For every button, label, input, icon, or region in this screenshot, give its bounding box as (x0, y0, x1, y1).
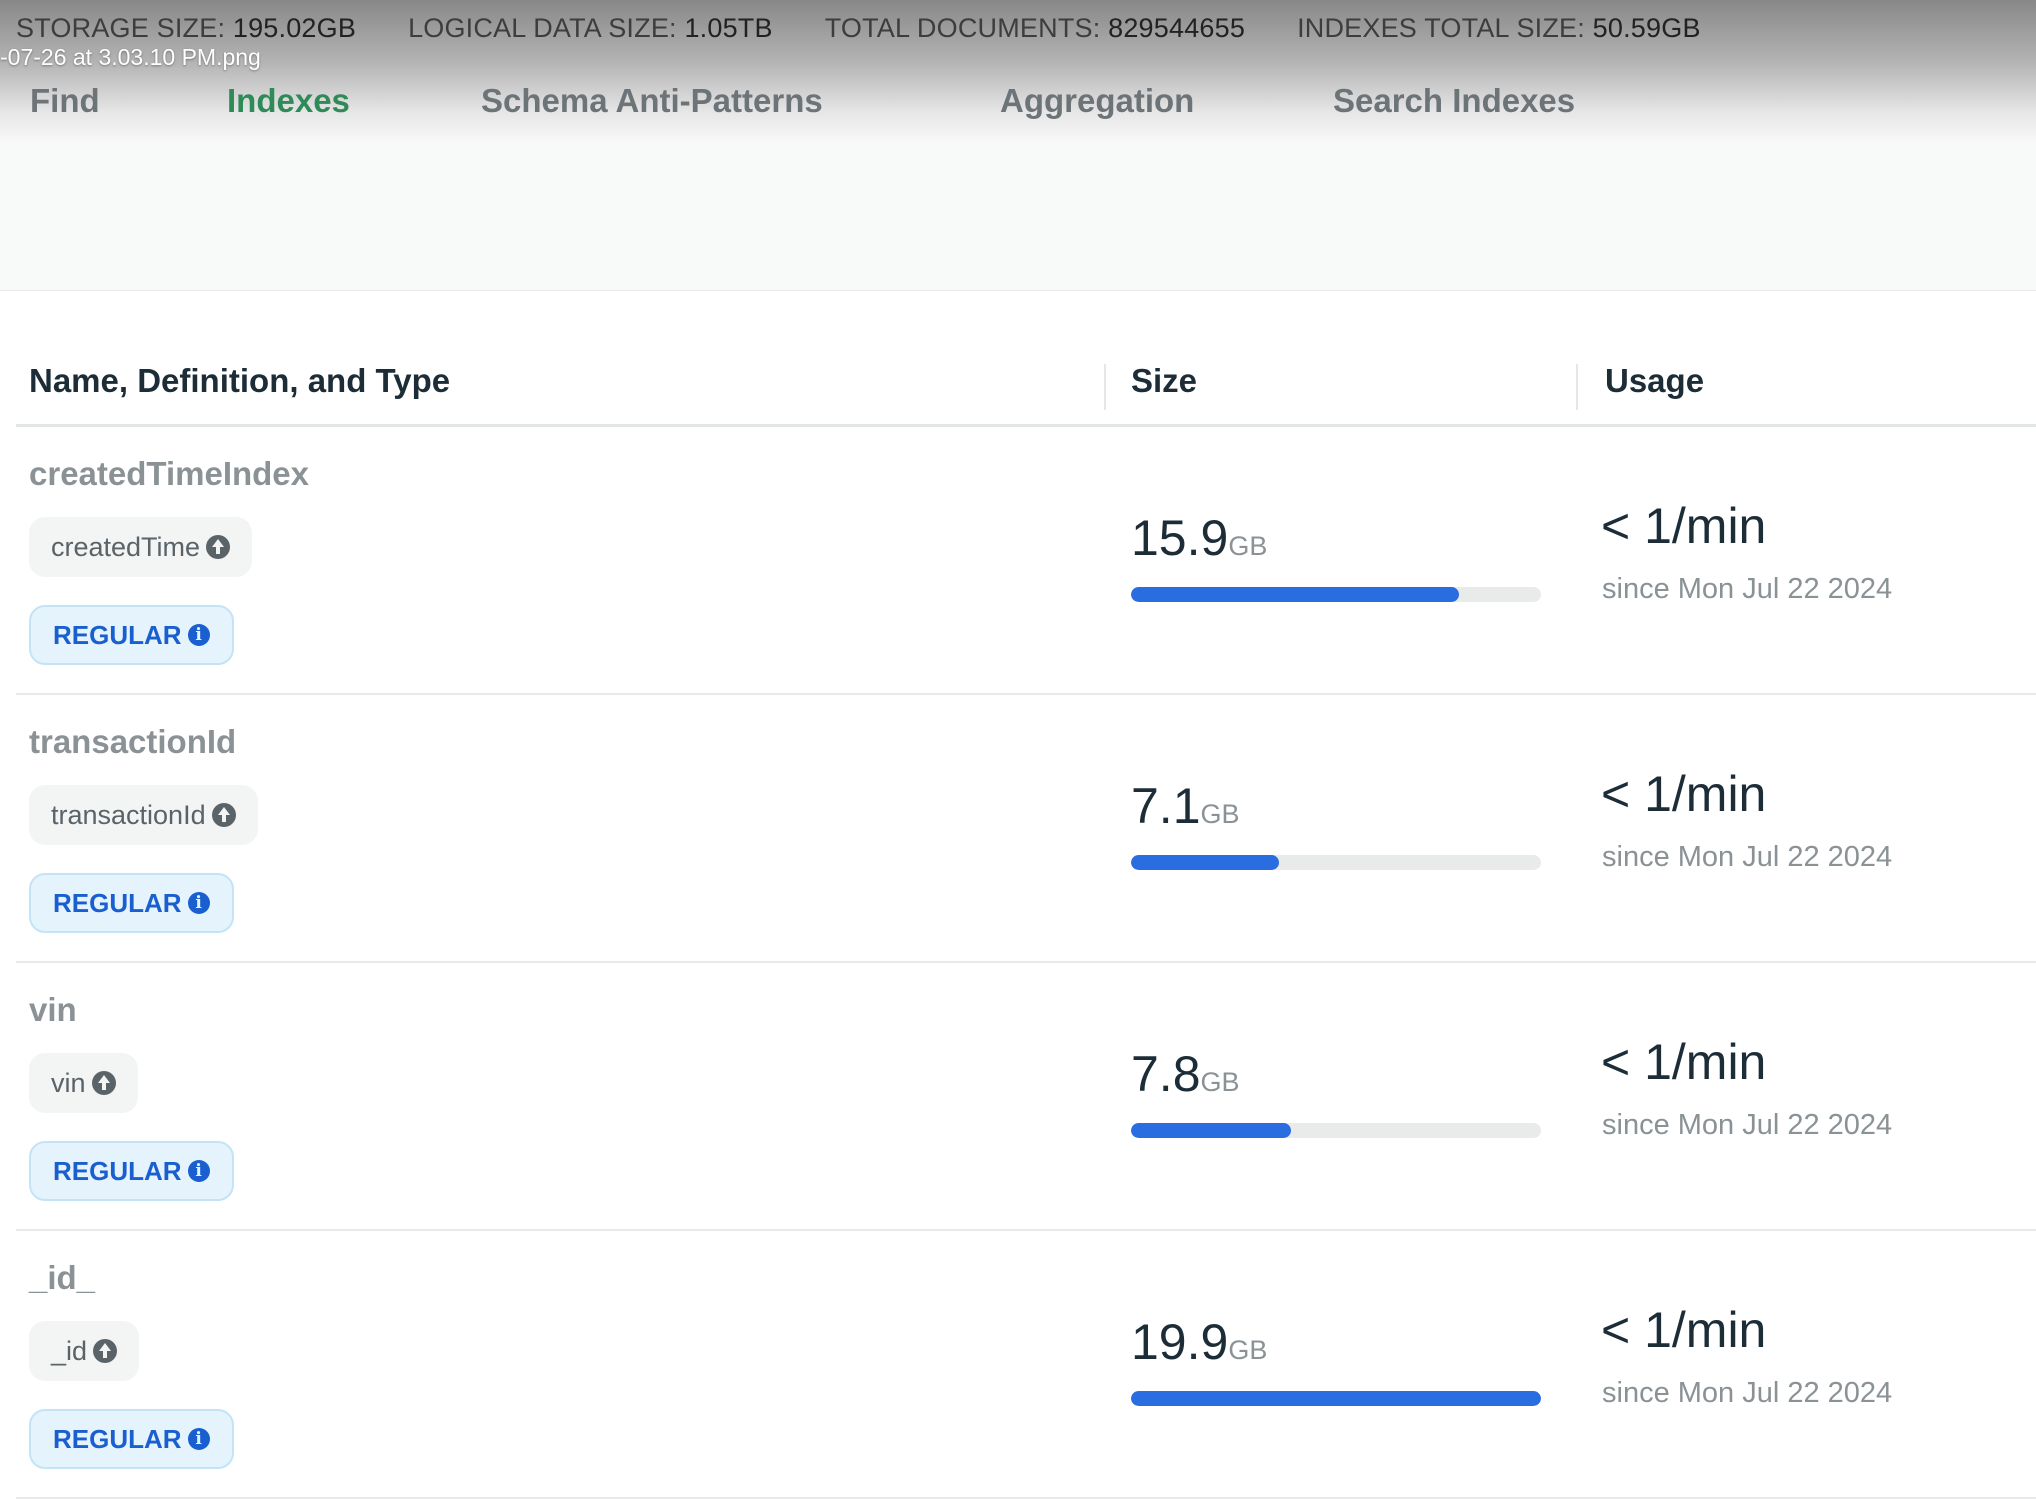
index-size-unit: GB (1228, 1335, 1268, 1365)
index-size-bar (1131, 1123, 1541, 1138)
column-header-usage[interactable]: Usage (1605, 362, 1705, 399)
index-size-value: 19.9 (1131, 1314, 1229, 1370)
column-header-name[interactable]: Name, Definition, and Type (29, 362, 451, 399)
index-size-bar-fill (1131, 587, 1459, 602)
stat-indexes-total-size: INDEXES TOTAL SIZE: 50.59GB (1297, 13, 1701, 44)
collection-tabs: Find Indexes Schema Anti-Patterns Aggreg… (0, 82, 2036, 134)
index-name: _id_ (29, 1259, 96, 1296)
index-field-pill: transactionId (29, 785, 258, 845)
stat-total-documents: TOTAL DOCUMENTS: 829544655 (825, 13, 1245, 44)
stat-label: TOTAL DOCUMENTS: (824, 12, 1101, 43)
table-row: transactionId transactionId REGULAR i 7.1… (16, 695, 2036, 963)
stat-value: 829544655 (1108, 12, 1246, 43)
index-type-label: REGULAR (53, 887, 182, 918)
stat-storage-size: STORAGE SIZE: 195.02GB (16, 13, 356, 44)
index-usage-since: since Mon Jul 22 2024 (1602, 573, 1893, 605)
index-usage-since: since Mon Jul 22 2024 (1602, 841, 1893, 873)
stat-label: STORAGE SIZE: (16, 12, 226, 43)
index-size-bar-fill (1131, 1123, 1291, 1138)
index-type-label: REGULAR (53, 619, 182, 650)
info-icon[interactable]: i (187, 1428, 210, 1450)
ascending-arrow-icon (211, 803, 236, 827)
info-icon[interactable]: i (187, 1160, 210, 1182)
index-size: 19.9GB (1131, 1313, 1267, 1371)
index-type-label: REGULAR (53, 1423, 182, 1454)
index-size-unit: GB (1200, 1067, 1240, 1097)
top-header: STORAGE SIZE: 195.02GB LOGICAL DATA SIZE… (0, 0, 2036, 140)
index-size-value: 7.1 (1131, 778, 1201, 834)
table-row: vin vin REGULAR i 7.8GB < 1/min since Mon… (16, 963, 2036, 1231)
index-size-unit: GB (1228, 531, 1268, 561)
column-divider[interactable] (1576, 364, 1578, 410)
index-usage-rate: < 1/min (1601, 766, 1767, 822)
tab-indexes[interactable]: Indexes (227, 82, 350, 119)
index-name: createdTimeIndex (29, 455, 310, 492)
index-field-name: vin (51, 1067, 86, 1098)
index-field-pill: vin (29, 1053, 138, 1113)
ascending-arrow-icon (206, 535, 231, 559)
info-icon[interactable]: i (187, 892, 210, 914)
tab-search-indexes[interactable]: Search Indexes (1333, 82, 1576, 119)
index-size: 7.8GB (1131, 1045, 1240, 1103)
index-name: vin (29, 991, 77, 1028)
index-usage-rate: < 1/min (1601, 498, 1767, 554)
ascending-arrow-icon (93, 1339, 118, 1363)
index-size-bar (1131, 855, 1541, 870)
index-size-bar-fill (1131, 1391, 1541, 1406)
index-name: transactionId (29, 723, 237, 760)
toolbar-area (0, 140, 2036, 291)
index-type-label: REGULAR (53, 1155, 182, 1186)
table-row: createdTimeIndex createdTime REGULAR i 15… (16, 427, 2036, 695)
index-usage-since: since Mon Jul 22 2024 (1602, 1109, 1893, 1141)
index-field-pill: _id (29, 1321, 140, 1381)
index-usage-rate: < 1/min (1601, 1034, 1767, 1090)
index-field-pill: createdTime (29, 517, 253, 577)
stat-value: 50.59GB (1592, 12, 1701, 43)
stat-label: LOGICAL DATA SIZE: (408, 12, 677, 43)
column-header-size[interactable]: Size (1131, 362, 1198, 399)
index-type-badge: REGULAR i (29, 873, 234, 933)
index-usage-rate: < 1/min (1601, 1302, 1767, 1358)
tab-schema-anti-patterns[interactable]: Schema Anti-Patterns (481, 82, 823, 119)
index-size: 7.1GB (1131, 777, 1240, 835)
tab-find[interactable]: Find (30, 82, 100, 119)
info-icon[interactable]: i (187, 624, 210, 646)
ascending-arrow-icon (91, 1071, 116, 1095)
table-header: Name, Definition, and Type Size Usage (16, 350, 2036, 427)
index-size-unit: GB (1200, 799, 1240, 829)
index-type-badge: REGULAR i (29, 1141, 234, 1201)
stat-label: INDEXES TOTAL SIZE: (1297, 12, 1585, 43)
index-size-bar (1131, 1391, 1541, 1406)
index-size-value: 7.8 (1131, 1046, 1201, 1102)
column-divider[interactable] (1104, 364, 1106, 410)
table-row: _id_ _id REGULAR i 19.9GB < 1/min since M… (16, 1231, 2036, 1499)
screenshot-filename: -07-26 at 3.03.10 PM.png (0, 44, 261, 70)
index-field-name: createdTime (51, 531, 201, 562)
stat-logical-data-size: LOGICAL DATA SIZE: 1.05TB (408, 13, 773, 44)
index-type-badge: REGULAR i (29, 1409, 234, 1469)
index-field-name: transactionId (51, 799, 206, 830)
index-size-bar-fill (1131, 855, 1279, 870)
stat-value: 195.02GB (232, 12, 357, 43)
index-size-value: 15.9 (1131, 510, 1229, 566)
index-field-name: _id (51, 1335, 88, 1366)
stat-value: 1.05TB (684, 12, 773, 43)
collection-stats: STORAGE SIZE: 195.02GB LOGICAL DATA SIZE… (16, 8, 1701, 48)
index-size-bar (1131, 587, 1541, 602)
index-type-badge: REGULAR i (29, 605, 234, 665)
index-usage-since: since Mon Jul 22 2024 (1602, 1377, 1893, 1409)
tab-aggregation[interactable]: Aggregation (1000, 82, 1195, 119)
index-size: 15.9GB (1131, 509, 1267, 567)
